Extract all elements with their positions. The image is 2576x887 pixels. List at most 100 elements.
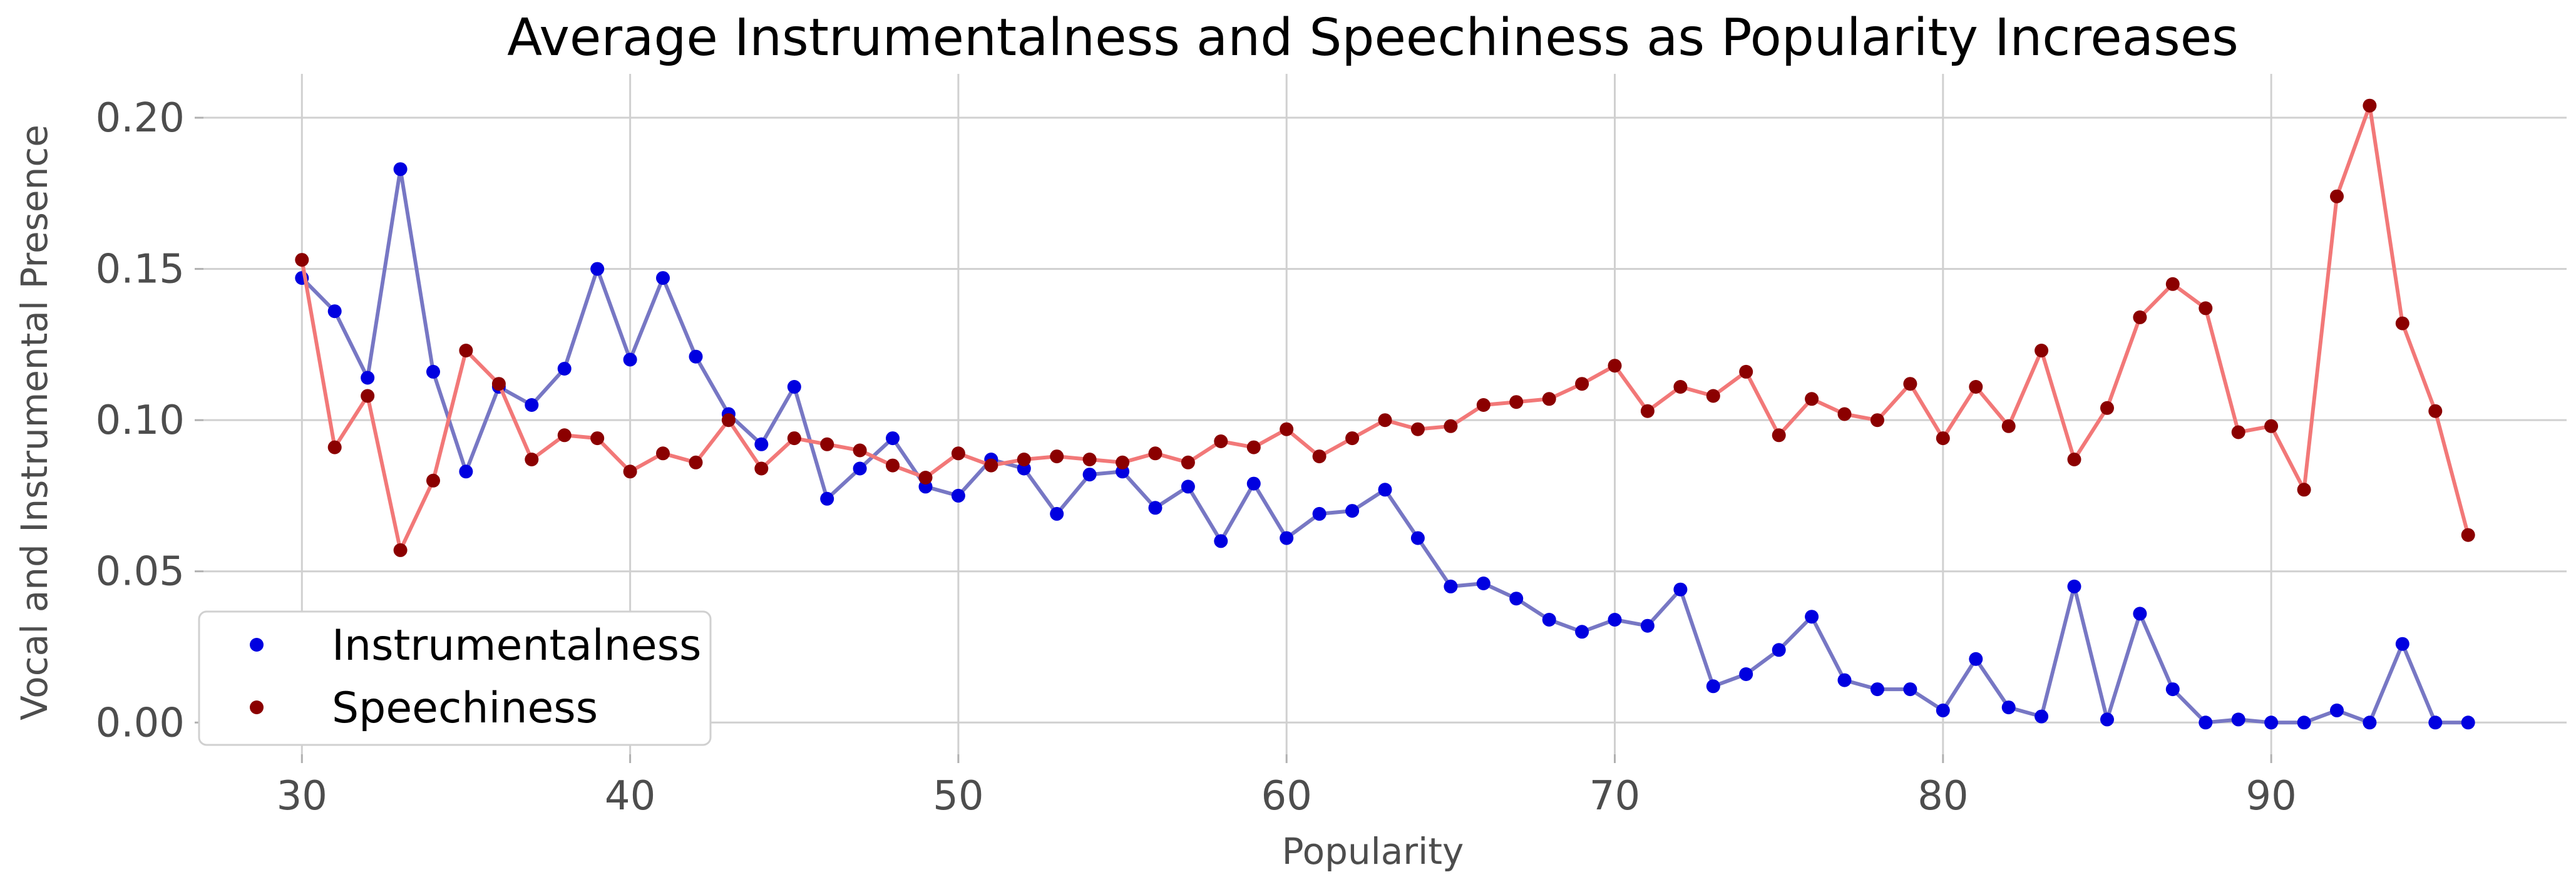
legend: Instrumentalness Speechiness bbox=[198, 610, 712, 746]
data-point-instrumentalness bbox=[1903, 682, 1917, 697]
data-point-speechiness bbox=[1345, 431, 1360, 446]
data-point-speechiness bbox=[1509, 395, 1524, 409]
legend-label-speechiness: Speechiness bbox=[332, 684, 598, 733]
data-point-instrumentalness bbox=[2001, 700, 2016, 715]
data-point-speechiness bbox=[1739, 364, 1753, 379]
x-axis-ticks: 30 40 50 60 70 80 90 bbox=[277, 754, 2297, 819]
data-point-speechiness bbox=[1410, 422, 1425, 436]
data-point-speechiness bbox=[1837, 407, 1852, 421]
data-point-speechiness bbox=[1116, 455, 1130, 469]
data-point-instrumentalness bbox=[1246, 476, 1261, 491]
data-point-instrumentalness bbox=[689, 349, 703, 364]
data-point-speechiness bbox=[2297, 483, 2311, 497]
data-point-speechiness bbox=[525, 453, 539, 466]
data-point-instrumentalness bbox=[1410, 531, 1425, 545]
data-point-instrumentalness bbox=[1082, 468, 1097, 482]
data-point-speechiness bbox=[361, 389, 375, 403]
data-point-instrumentalness bbox=[1214, 534, 1228, 548]
data-point-speechiness bbox=[689, 455, 703, 469]
data-point-instrumentalness bbox=[1181, 479, 1195, 494]
data-point-instrumentalness bbox=[1936, 703, 1950, 717]
data-point-speechiness bbox=[2330, 189, 2344, 203]
data-point-speechiness bbox=[590, 431, 605, 446]
data-point-speechiness bbox=[327, 440, 342, 454]
x-tick-label: 90 bbox=[2245, 773, 2296, 819]
y-tick-label: 0.00 bbox=[96, 700, 185, 746]
legend-marker-instrumentalness bbox=[250, 638, 264, 652]
data-point-instrumentalness bbox=[1805, 610, 1819, 624]
data-point-speechiness bbox=[1280, 422, 1294, 436]
data-point-instrumentalness bbox=[1706, 679, 1720, 694]
data-point-instrumentalness bbox=[361, 371, 375, 385]
data-point-instrumentalness bbox=[1148, 501, 1162, 515]
data-point-instrumentalness bbox=[525, 398, 539, 412]
data-point-instrumentalness bbox=[2461, 715, 2475, 730]
data-point-speechiness bbox=[984, 458, 998, 473]
data-point-instrumentalness bbox=[1542, 613, 1556, 627]
legend-marker-speechiness bbox=[250, 700, 264, 714]
data-point-instrumentalness bbox=[426, 364, 440, 379]
data-point-speechiness bbox=[557, 428, 572, 443]
data-point-speechiness bbox=[1870, 413, 1884, 428]
data-point-instrumentalness bbox=[557, 362, 572, 376]
data-point-speechiness bbox=[459, 344, 473, 357]
data-point-instrumentalness bbox=[1608, 613, 1622, 627]
y-tick-label: 0.15 bbox=[96, 247, 185, 293]
data-point-instrumentalness bbox=[656, 271, 670, 285]
legend-box bbox=[198, 610, 712, 746]
x-axis-label: Popularity bbox=[1282, 830, 1464, 873]
data-point-instrumentalness bbox=[590, 262, 605, 276]
data-point-speechiness bbox=[1312, 449, 1326, 464]
data-point-speechiness bbox=[1214, 434, 1228, 448]
x-tick-label: 30 bbox=[277, 773, 327, 819]
data-point-speechiness bbox=[787, 431, 801, 446]
data-point-instrumentalness bbox=[2363, 715, 2377, 730]
data-point-instrumentalness bbox=[1739, 667, 1753, 681]
y-axis-label: Vocal and Instrumental Presence bbox=[13, 125, 56, 720]
data-point-instrumentalness bbox=[820, 491, 834, 506]
x-tick-label: 50 bbox=[933, 773, 983, 819]
data-point-speechiness bbox=[951, 446, 965, 461]
data-point-instrumentalness bbox=[1969, 652, 1983, 666]
data-point-instrumentalness bbox=[1345, 504, 1360, 518]
data-point-instrumentalness bbox=[787, 380, 801, 394]
data-point-speechiness bbox=[2165, 277, 2180, 291]
x-tick-label: 40 bbox=[605, 773, 655, 819]
data-point-speechiness bbox=[1805, 392, 1819, 406]
data-point-speechiness bbox=[1772, 428, 1786, 443]
data-point-speechiness bbox=[623, 464, 637, 479]
data-point-instrumentalness bbox=[1575, 625, 1589, 639]
data-point-speechiness bbox=[820, 437, 834, 451]
data-point-speechiness bbox=[2363, 98, 2377, 113]
data-point-speechiness bbox=[1148, 446, 1162, 461]
data-point-speechiness bbox=[2067, 453, 2081, 466]
data-point-speechiness bbox=[1706, 389, 1720, 403]
data-point-instrumentalness bbox=[1476, 577, 1491, 590]
data-point-instrumentalness bbox=[1640, 618, 1655, 633]
data-point-instrumentalness bbox=[853, 461, 867, 476]
data-point-instrumentalness bbox=[2133, 607, 2147, 621]
data-point-instrumentalness bbox=[1280, 531, 1294, 545]
data-point-speechiness bbox=[918, 471, 933, 485]
data-point-speechiness bbox=[1050, 449, 1064, 464]
data-point-speechiness bbox=[295, 253, 309, 267]
data-point-speechiness bbox=[1936, 431, 1950, 446]
data-point-instrumentalness bbox=[951, 488, 965, 503]
data-point-speechiness bbox=[2461, 528, 2475, 542]
data-point-speechiness bbox=[2428, 404, 2443, 418]
data-point-speechiness bbox=[754, 461, 769, 476]
data-point-speechiness bbox=[1673, 380, 1688, 394]
data-point-speechiness bbox=[393, 543, 408, 557]
data-point-instrumentalness bbox=[2297, 715, 2311, 730]
data-point-instrumentalness bbox=[2100, 712, 2114, 727]
data-point-instrumentalness bbox=[2231, 712, 2245, 727]
data-point-instrumentalness bbox=[2165, 682, 2180, 697]
data-point-instrumentalness bbox=[1050, 506, 1064, 521]
y-axis-ticks: 0.00 0.05 0.10 0.15 0.20 bbox=[96, 95, 203, 746]
data-point-instrumentalness bbox=[327, 304, 342, 319]
data-point-speechiness bbox=[2395, 316, 2409, 331]
data-point-speechiness bbox=[2001, 419, 2016, 433]
data-point-speechiness bbox=[1903, 377, 1917, 391]
data-point-speechiness bbox=[1246, 440, 1261, 454]
